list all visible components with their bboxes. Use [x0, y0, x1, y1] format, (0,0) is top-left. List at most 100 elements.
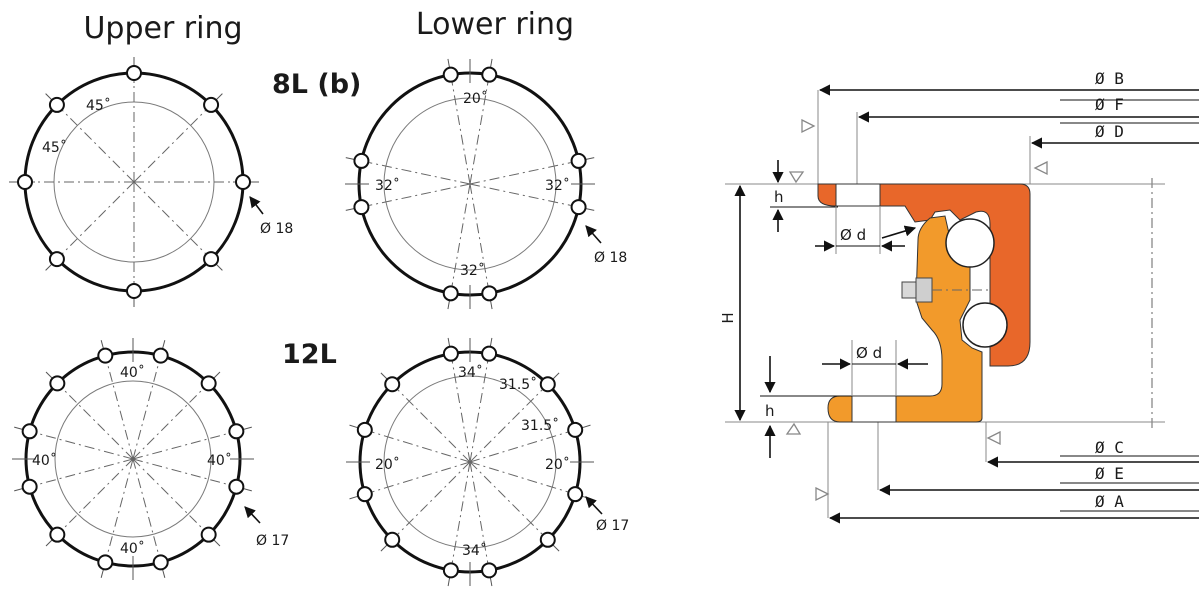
dim-label-b: Ø B: [1095, 69, 1124, 88]
bolt-hole: [356, 421, 373, 438]
hole-spoke: [469, 183, 571, 206]
dim-label-e: Ø E: [1095, 464, 1124, 483]
upper-ring-8l-pattern: [9, 57, 259, 307]
angle-label: 32˚: [545, 177, 570, 194]
bolt-hole: [200, 375, 217, 392]
hole-callout: Ø 18: [249, 196, 293, 237]
bolt-hole: [200, 526, 217, 543]
hole-tick: [213, 539, 221, 547]
hole-spoke: [62, 110, 135, 183]
bolt-hole: [21, 478, 38, 495]
angle-label: 40˚: [120, 540, 145, 557]
hole-spoke: [469, 162, 571, 185]
hole-tick: [213, 371, 221, 379]
bolt-hole: [356, 486, 373, 503]
hole-spoke: [469, 389, 543, 463]
hole-tick: [215, 263, 223, 271]
bolt-hole: [97, 347, 114, 364]
hole-tick: [380, 372, 388, 380]
hole-tick: [242, 426, 252, 430]
hole-tick: [45, 539, 53, 547]
hole-tick: [45, 263, 53, 271]
upper-bore: [835, 183, 881, 207]
hole-spoke: [62, 181, 135, 254]
bolt-hole: [48, 96, 65, 113]
hole-spoke: [469, 461, 568, 493]
hole-tick: [585, 208, 595, 211]
hole-tick: [349, 495, 359, 500]
angle-guide-circle: [383, 375, 557, 549]
bolt-hole: [126, 65, 142, 81]
angle-label: 34˚: [462, 542, 487, 559]
angle-label: 31.5˚: [499, 376, 537, 393]
bolt-hole: [228, 423, 245, 440]
hole-spoke: [106, 458, 134, 555]
hole-spoke: [133, 110, 206, 183]
hole-tick: [585, 157, 595, 160]
hole-diameter-label: Ø 17: [256, 533, 289, 549]
hole-callout: Ø 18: [585, 225, 627, 266]
hole-spoke: [132, 458, 229, 486]
bolt-hole: [17, 174, 33, 190]
hole-spoke: [133, 181, 206, 254]
upper-ring-header: Upper ring: [83, 11, 242, 46]
bolt-hole: [152, 554, 169, 571]
bolt-hole: [481, 285, 498, 302]
hole-spoke: [451, 461, 471, 563]
hole-spoke: [62, 388, 134, 460]
hole-callout: Ø 17: [244, 506, 289, 549]
hole-tick: [345, 157, 355, 160]
hole-spoke: [469, 361, 489, 463]
hole-spoke: [369, 162, 471, 185]
hole-tick: [242, 488, 252, 492]
angle-label: 40˚: [120, 364, 145, 381]
lower-ring-section: [827, 215, 983, 423]
hole-diameter-label: Ø 18: [260, 221, 293, 237]
hole-spoke: [132, 432, 229, 460]
bolt-hole: [570, 152, 587, 169]
hole-spoke: [469, 461, 489, 563]
upper-ball: [945, 218, 995, 268]
bolt-hole: [353, 152, 370, 169]
bolt-hole: [21, 423, 38, 440]
hole-tick: [489, 58, 493, 68]
bolt-hole: [567, 421, 584, 438]
bolt-hole: [442, 562, 459, 579]
hole-tick: [552, 372, 560, 380]
bolt-hole: [567, 486, 584, 503]
hole-tick: [447, 300, 451, 310]
hole-spoke: [469, 461, 543, 535]
variant-12l-label: 12L: [282, 339, 337, 370]
angle-label: 40˚: [207, 452, 232, 469]
hole-diameter-label: Ø 17: [596, 518, 629, 534]
rim-thickness-label: h: [774, 188, 784, 206]
hole-spoke: [62, 458, 134, 530]
angle-label: 45˚: [86, 97, 111, 114]
angle-label: 20˚: [545, 456, 570, 473]
bolt-hole: [353, 199, 370, 216]
bolt-hole: [384, 376, 401, 393]
hole-spoke: [372, 461, 471, 493]
bolt-hole: [539, 531, 556, 548]
bolt-hole: [48, 251, 65, 268]
hole-tick: [349, 424, 359, 429]
hole-spoke: [132, 363, 160, 460]
lower-ring-8l-pattern: [345, 58, 595, 310]
bore-diameter-label: Ø d: [840, 226, 866, 244]
angle-label: 34˚: [458, 364, 483, 381]
lower-ball: [962, 302, 1008, 348]
hole-spoke: [469, 431, 568, 463]
angle-label: 32˚: [460, 262, 485, 279]
hole-spoke: [469, 82, 489, 185]
hole-spoke: [132, 458, 204, 530]
bolt-hole: [539, 376, 556, 393]
hole-tick: [345, 208, 355, 211]
bolt-hole: [152, 347, 169, 364]
hole-spoke: [369, 183, 471, 206]
variant-8l-label: 8L (b): [272, 69, 361, 100]
hole-tick: [162, 568, 166, 578]
hole-spoke: [132, 458, 160, 555]
hole-tick: [162, 340, 166, 350]
hole-tick: [45, 93, 53, 101]
